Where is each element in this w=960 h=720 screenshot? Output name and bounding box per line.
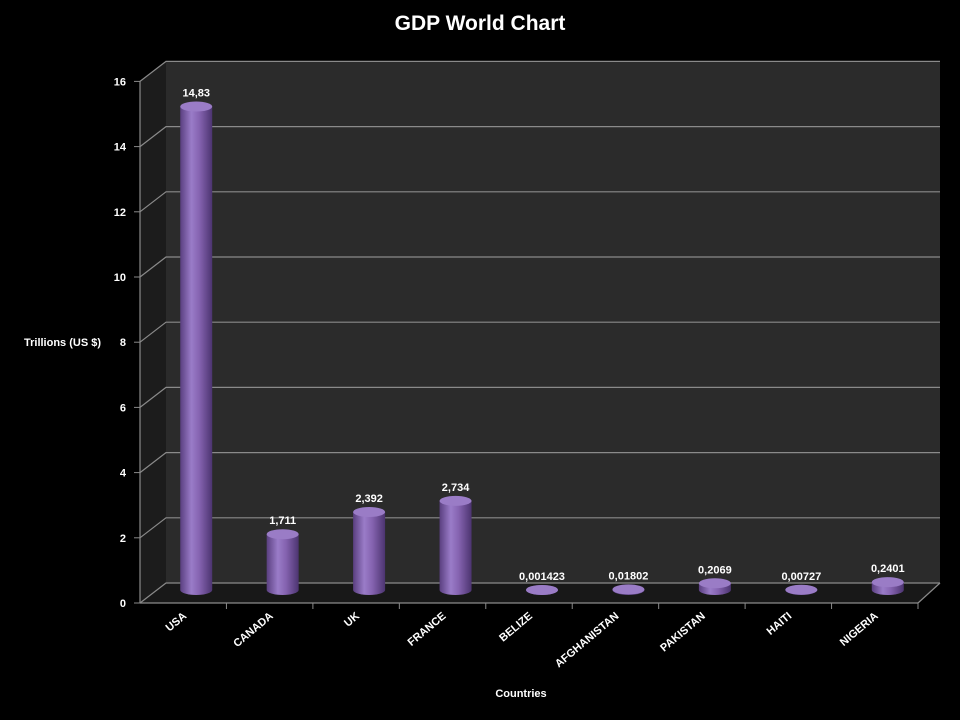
data-label: 14,83 <box>182 88 210 100</box>
gridline <box>139 256 940 278</box>
y-tick-label: 8 <box>120 337 126 349</box>
gridline <box>139 517 940 539</box>
y-axis-label: Trillions (US $) <box>24 337 102 349</box>
x-tick-label: HAITI <box>765 610 795 638</box>
gridline <box>139 191 940 213</box>
gridline <box>139 386 940 408</box>
x-axis-label: Countries <box>495 688 547 700</box>
bar-pakistan: 0,2069 <box>698 564 732 595</box>
gridline <box>139 452 940 474</box>
x-tick-label: UK <box>342 610 362 629</box>
data-label: 0,2069 <box>698 564 732 576</box>
bar-top <box>612 584 645 595</box>
bar-haiti: 0,00727 <box>781 571 821 595</box>
data-label: 0,2401 <box>871 563 905 575</box>
x-tick-label: PAKISTAN <box>658 610 708 654</box>
y-tick-labels: 0 2 4 6 8 10 12 14 16 <box>114 76 127 610</box>
bar-series: 14,83 1,711 2,392 2,734 0,001423 0,01802 0,206… <box>180 88 905 596</box>
bar-usa: 14,83 <box>180 88 213 596</box>
bar-afghanistan: 0,01802 <box>609 570 649 595</box>
x-tick-label: USA <box>164 610 190 634</box>
y-tick-label: 10 <box>114 272 126 284</box>
y-tick-label: 12 <box>114 207 126 219</box>
data-label: 1,711 <box>269 515 296 527</box>
data-label: 2,392 <box>355 493 383 505</box>
bar-top <box>871 577 904 588</box>
bar-top <box>353 507 386 518</box>
data-label: 0,01802 <box>609 570 649 582</box>
gridline <box>139 582 940 604</box>
bar-nigeria: 0,2401 <box>871 563 905 595</box>
x-tick-label: CANADA <box>231 610 275 650</box>
bar-body <box>180 106 213 596</box>
bar-uk: 2,392 <box>353 493 386 595</box>
bar-body <box>353 512 386 595</box>
bar-france: 2,734 <box>439 482 472 595</box>
gridline <box>139 60 940 82</box>
y-tick-label: 2 <box>120 533 126 545</box>
x-tick-label: FRANCE <box>406 610 449 649</box>
plot-walls <box>140 61 940 603</box>
bar-body <box>439 500 472 595</box>
floor-edge <box>917 582 941 604</box>
gridline <box>139 125 940 148</box>
y-tick-label: 4 <box>120 468 127 480</box>
data-label: 2,734 <box>442 482 470 494</box>
bar-top <box>698 578 731 589</box>
chart-title: GDP World Chart <box>394 12 566 35</box>
x-tick-label: BELIZE <box>497 610 535 644</box>
bar-top <box>266 529 299 540</box>
x-tick-label: NIGERIA <box>838 610 881 649</box>
bar-top <box>439 495 472 506</box>
bar-canada: 1,711 <box>266 515 299 595</box>
bar-body <box>266 534 299 595</box>
y-tick-label: 6 <box>120 402 126 414</box>
gridline <box>139 321 940 343</box>
bar-top <box>526 584 558 595</box>
data-label: 0,001423 <box>519 571 565 583</box>
bar-top <box>180 101 213 112</box>
data-label: 0,00727 <box>781 571 821 583</box>
bar-belize: 0,001423 <box>519 571 565 595</box>
y-tick-label: 14 <box>114 142 127 154</box>
x-tick-label: AFGHANISTAN <box>553 610 621 670</box>
y-tick-label: 16 <box>114 76 126 88</box>
grid-lines <box>134 60 941 604</box>
x-tick-labels: USA CANADA UK FRANCE BELIZE AFGHANISTAN PAKIST… <box>164 603 919 670</box>
bar-top <box>785 584 818 595</box>
y-tick-label: 0 <box>120 598 126 610</box>
